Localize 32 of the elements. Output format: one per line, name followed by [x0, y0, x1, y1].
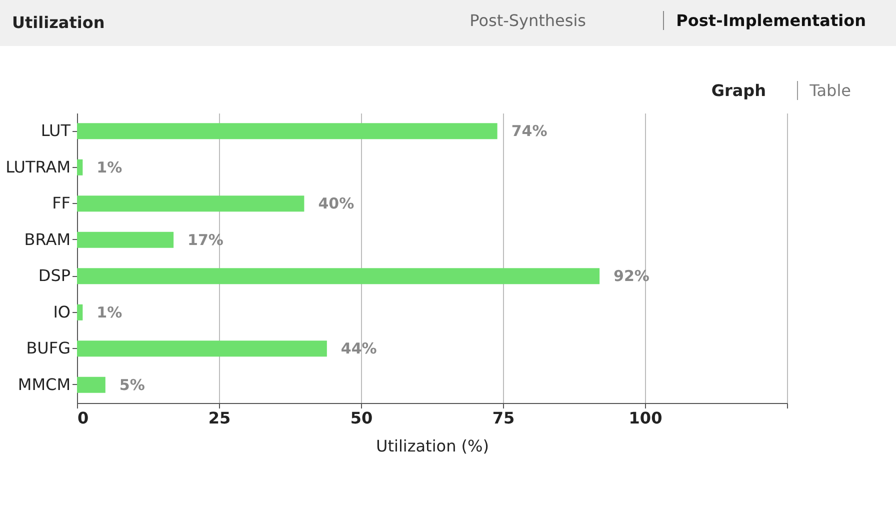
- bar: [77, 376, 106, 393]
- bar: [77, 232, 174, 248]
- data-label: 5%: [119, 376, 145, 394]
- bar: [77, 123, 498, 140]
- bar: [77, 340, 327, 357]
- chart-title: Utilization: [12, 13, 105, 32]
- x-tick-label: 100: [628, 408, 662, 428]
- data-label: 40%: [318, 194, 354, 213]
- y-tick-label: FF: [52, 194, 70, 213]
- y-tick-label: BUFG: [26, 338, 70, 358]
- text: Post-Implementation: [663, 11, 866, 30]
- bar: [77, 196, 304, 212]
- text: Graph: [711, 81, 766, 100]
- data-label: 1%: [96, 303, 122, 322]
- x-tick-label: 50: [350, 408, 373, 428]
- x-axis-title: Utilization (%): [376, 436, 489, 456]
- x-tick-label: 75: [492, 408, 515, 428]
- data-label: 74%: [511, 122, 548, 140]
- text: Table: [796, 81, 851, 100]
- y-tick-label: MMCM: [18, 374, 70, 394]
- bar: [77, 159, 83, 176]
- bar: [77, 304, 83, 320]
- text: Post-Synthesis: [470, 11, 586, 30]
- x-tick-label: 25: [208, 408, 231, 428]
- y-tick-label: DSP: [38, 266, 71, 286]
- y-tick-label: LUTRAM: [6, 157, 70, 176]
- bar: [77, 268, 600, 284]
- x-tick-label: 0: [78, 408, 89, 428]
- y-tick-label: IO: [53, 302, 70, 322]
- y-tick-label: LUT: [40, 121, 71, 140]
- data-label: 1%: [96, 158, 122, 176]
- y-tick-label: BRAM: [24, 230, 70, 249]
